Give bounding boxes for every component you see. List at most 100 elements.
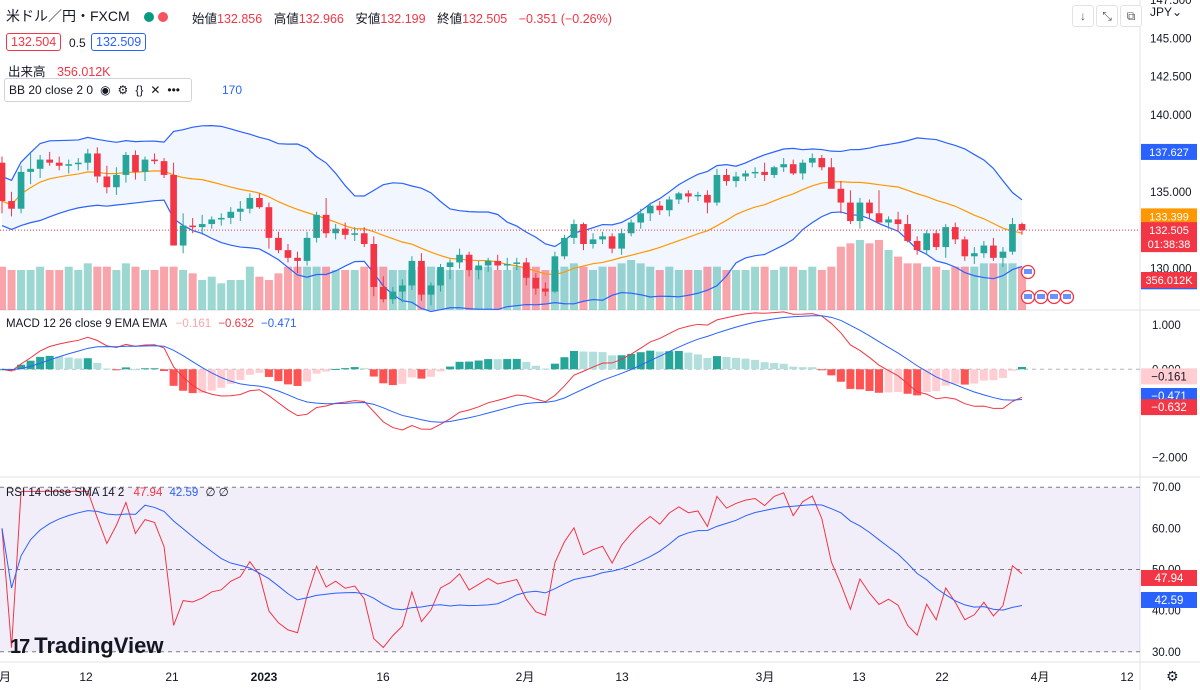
symbol-title[interactable]: 米ドル／円・FXCM xyxy=(6,8,130,24)
candle-body xyxy=(637,213,645,223)
price-tick-label: 145.000 xyxy=(1150,33,1192,45)
volume-bar xyxy=(160,266,169,310)
candle-body xyxy=(580,224,587,245)
time-tick-label: 12 xyxy=(79,670,93,684)
macd-hist-bar xyxy=(789,366,798,370)
candle-body xyxy=(751,171,759,174)
us-flag-stripe xyxy=(1050,294,1058,299)
candle-body xyxy=(961,239,969,257)
settings-gear-icon[interactable]: ⚙ xyxy=(1166,668,1179,684)
more-icon[interactable]: ••• xyxy=(167,83,180,97)
volume-bar xyxy=(293,266,302,310)
macd-hist-bar xyxy=(188,369,197,394)
volume-bar xyxy=(732,270,741,310)
volume-bar xyxy=(970,266,979,310)
volume-bars xyxy=(0,240,1027,310)
volume-price-label-bg xyxy=(1141,272,1197,288)
candle-body xyxy=(532,277,540,289)
candle-body xyxy=(227,211,235,218)
volume-bar xyxy=(979,263,988,310)
bb-legend[interactable]: BB 20 close 2 0 ◉ ⚙ {} ✕ ••• xyxy=(4,78,192,102)
macd-hist-bar xyxy=(474,360,483,370)
macd-hist-bar xyxy=(808,367,817,370)
rsi-tick-label: 30.00 xyxy=(1152,647,1181,659)
volume-bar xyxy=(303,266,312,310)
macd-hist-bar xyxy=(751,359,760,370)
macd-hist-bar xyxy=(627,353,636,370)
macd-hist-bar xyxy=(617,355,626,370)
candle-body xyxy=(27,168,34,172)
macd-hist-bar xyxy=(64,357,73,370)
candle-body xyxy=(789,164,797,174)
eye-icon[interactable]: ◉ xyxy=(100,83,111,97)
candle-body xyxy=(246,197,254,209)
candle-body xyxy=(561,237,568,257)
macd-line-value: −0.632 xyxy=(218,318,254,330)
gear-icon[interactable]: ⚙ xyxy=(117,83,129,97)
braces-icon[interactable]: {} xyxy=(135,83,144,97)
macd-legend[interactable]: MACD 12 26 close 9 EMA EMA −0.161 −0.632… xyxy=(6,318,297,330)
candle-body xyxy=(189,225,196,228)
candle-body xyxy=(8,201,15,209)
volume-bar xyxy=(684,270,693,310)
volume-bar xyxy=(941,270,950,310)
volume-bar xyxy=(951,266,960,310)
candle-body xyxy=(351,233,359,235)
macd-hist-bar xyxy=(598,352,607,370)
macd-hist-bar xyxy=(703,358,712,370)
volume-bar xyxy=(17,270,26,310)
macd-hist-bar xyxy=(341,368,350,370)
volume-bar xyxy=(493,270,502,310)
tradingview-logo[interactable]: 17 TradingView xyxy=(10,633,163,659)
candle-body xyxy=(370,244,378,287)
volume-bar xyxy=(646,266,655,310)
volume-bar xyxy=(341,270,350,310)
macd-hist-bar xyxy=(875,369,884,393)
volume-bar xyxy=(331,270,340,310)
macd-hist-bar xyxy=(369,369,378,377)
volume-bar xyxy=(569,263,578,310)
candle-body xyxy=(465,254,473,271)
volume-bar xyxy=(226,280,235,310)
window-icon[interactable]: ⧉ xyxy=(1120,5,1142,27)
macd-hist-bar xyxy=(951,369,960,384)
macd-hist-bar xyxy=(150,368,159,370)
candle-body xyxy=(303,237,311,261)
macd-hist-bar xyxy=(922,369,931,392)
candle-body xyxy=(522,262,530,278)
volume-bar xyxy=(112,270,121,310)
macd-hist-bar xyxy=(636,352,645,370)
macd-hist-bar xyxy=(589,351,598,370)
close-icon[interactable]: ✕ xyxy=(150,83,161,97)
volume-bar xyxy=(789,266,798,310)
buy-price-button[interactable]: 132.509 xyxy=(91,33,147,51)
candle-body xyxy=(923,233,931,251)
volume-bar xyxy=(827,266,836,310)
last-price-label: 132.505 xyxy=(1149,225,1189,237)
candle-body xyxy=(761,171,768,175)
candle-body xyxy=(627,222,635,234)
macd-hist-bar xyxy=(379,369,388,384)
candle-body xyxy=(618,233,625,249)
macd-label: MACD 12 26 close 9 EMA EMA xyxy=(6,318,167,330)
macd-hist-bar xyxy=(550,363,559,370)
volume-bar xyxy=(512,266,521,310)
macd-hist-bar xyxy=(846,369,855,389)
macd-hist-bar xyxy=(836,369,845,382)
currency-selector[interactable]: JPY⌄ xyxy=(1150,5,1182,19)
macd-hist-bar xyxy=(531,365,540,370)
expand-icon[interactable]: ⤡ xyxy=(1096,5,1118,27)
macd-hist-bar xyxy=(560,357,569,370)
macd-hist-bar xyxy=(217,369,226,388)
rsi-legend[interactable]: RSI 14 close SMA 14 2 47.94 42.59 ∅ ∅ xyxy=(6,485,229,499)
arrow-down-icon[interactable]: ↓ xyxy=(1072,5,1094,27)
volume-bar xyxy=(36,266,45,310)
candle-body xyxy=(599,236,606,240)
macd-hist-bar xyxy=(274,369,283,382)
sell-price-button[interactable]: 132.504 xyxy=(6,33,62,51)
candle-body xyxy=(65,164,73,166)
macd-hist-bar xyxy=(112,369,121,371)
macd-hist-bar xyxy=(512,358,521,370)
macd-hist-bar xyxy=(264,369,273,377)
